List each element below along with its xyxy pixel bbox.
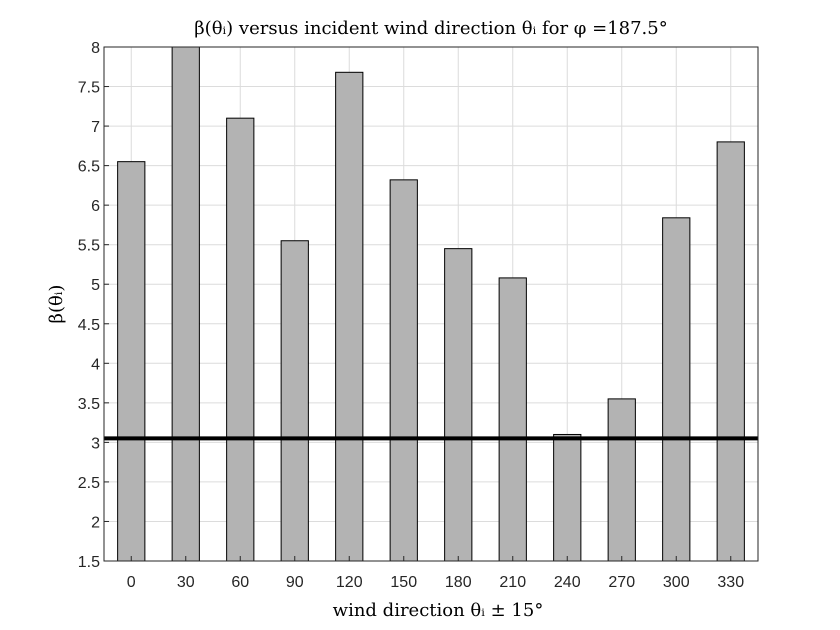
- y-tick-label: 3.5: [78, 396, 100, 413]
- chart-title: β(θᵢ) versus incident wind direction θᵢ …: [194, 18, 667, 39]
- bar-150: [389, 179, 418, 562]
- x-tick-label: 330: [717, 574, 744, 591]
- x-tick-label: 210: [499, 574, 526, 591]
- x-tick-label: 270: [608, 574, 635, 591]
- y-tick-label: 2: [91, 514, 100, 531]
- bar-0: [117, 161, 146, 562]
- bars: [117, 46, 745, 562]
- y-tick-label: 3: [91, 435, 100, 452]
- plot-area-border: [103, 46, 759, 562]
- x-tick-label: 60: [231, 574, 249, 591]
- y-tick-label: 8: [91, 40, 100, 57]
- x-tick-label: 90: [286, 574, 304, 591]
- y-tick-label: 7.5: [78, 80, 100, 97]
- bar-90: [280, 240, 309, 562]
- bar-210: [498, 277, 527, 562]
- bar-60: [226, 117, 255, 562]
- y-tick-labels: 1.5 2 2.5 3 3.5 4 4.5 5 5.5 6 6.5 7 7.5 8: [78, 40, 109, 571]
- x-tick-label: 150: [390, 574, 417, 591]
- y-tick-label: 6.5: [78, 159, 100, 176]
- y-tick-label: 1.5: [78, 554, 100, 571]
- bar-330: [716, 141, 745, 562]
- bar-180: [444, 248, 473, 562]
- bar-120: [335, 71, 364, 562]
- x-tick-label: 300: [663, 574, 690, 591]
- x-tick-label: 0: [127, 574, 136, 591]
- y-axis-label: β(θᵢ): [46, 285, 67, 324]
- y-tick-label: 4.5: [78, 317, 100, 334]
- x-axis-label: wind direction θᵢ ± 15°: [333, 600, 544, 621]
- bar-240: [553, 433, 582, 562]
- x-tick-labels: 0 30 60 90 120 150 180 210 240 270 300 330: [127, 556, 744, 591]
- x-tick-label: 30: [177, 574, 195, 591]
- y-tick-label: 4: [91, 356, 100, 373]
- bar-300: [662, 217, 691, 562]
- y-tick-label: 6: [91, 198, 100, 215]
- y-tick-label: 5: [91, 277, 100, 294]
- bar-270: [607, 398, 636, 562]
- bar-30: [171, 46, 200, 562]
- grid: [104, 46, 758, 562]
- x-tick-label: 240: [554, 574, 581, 591]
- y-tick-label: 5.5: [78, 238, 100, 255]
- y-tick-label: 2.5: [78, 475, 100, 492]
- y-tick-label: 7: [91, 119, 100, 136]
- x-tick-label: 120: [336, 574, 363, 591]
- x-tick-label: 180: [445, 574, 472, 591]
